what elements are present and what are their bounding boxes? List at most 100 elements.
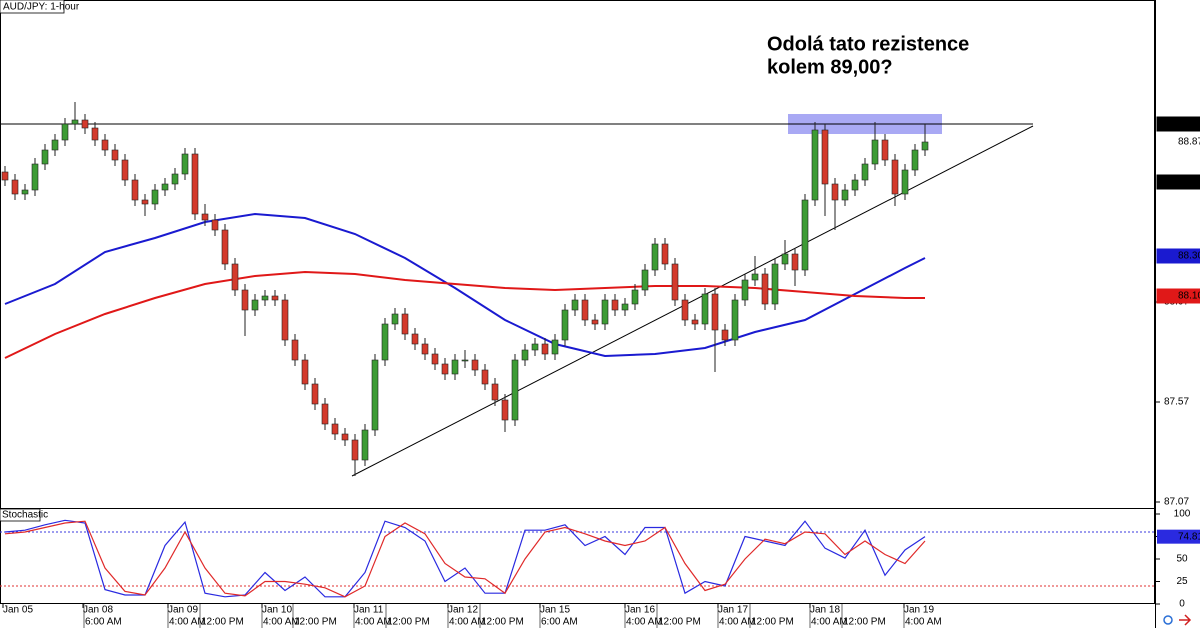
candle-body — [761, 273, 769, 305]
annotation: kolem 89,00? — [767, 56, 893, 78]
candle-body — [511, 359, 519, 421]
candle-body — [811, 129, 819, 201]
x-tick-label: Jan 08 — [83, 605, 113, 616]
price-marker-label: 88.67 — [1178, 177, 1200, 188]
candle-body — [121, 159, 129, 181]
candle-body — [251, 299, 259, 311]
candle-body — [391, 313, 399, 325]
candle-body — [201, 213, 209, 221]
annotation: Odolá tato rezistence — [767, 33, 969, 55]
x-tick-label: 4:00 AM — [905, 617, 942, 628]
link-icon[interactable] — [1163, 615, 1173, 625]
x-tick-label: Jan 18 — [810, 605, 840, 616]
x-tick-label: 4:00 AM — [169, 617, 206, 628]
candle-body — [1, 171, 9, 181]
price-marker-label: 88.30 — [1178, 251, 1200, 262]
candle-body — [31, 163, 39, 191]
title-box — [0, 0, 65, 14]
price-marker-label: 88.96 — [1178, 119, 1200, 130]
price-marker — [1156, 134, 1200, 150]
candle-body — [841, 189, 849, 201]
candle-body — [181, 153, 189, 175]
candle-body — [561, 309, 569, 341]
stoch-y-tick-label: 25 — [1176, 576, 1188, 587]
candle-body — [461, 359, 469, 362]
y-tick-label: 87.57 — [1164, 397, 1189, 408]
x-tick-label: 12:00 PM — [201, 617, 244, 628]
candle-body — [321, 403, 329, 425]
x-tick-label: Jan 11 — [354, 605, 384, 616]
candle-body — [711, 293, 719, 331]
candle-body — [151, 189, 159, 205]
candle-body — [131, 179, 139, 201]
trendline — [351, 125, 1034, 477]
candle-body — [871, 139, 879, 165]
candle-body — [651, 243, 659, 271]
candle-body — [621, 303, 629, 311]
candle-body — [51, 139, 59, 151]
x-tick-label: 4:00 AM — [263, 617, 300, 628]
candle-body — [221, 229, 229, 265]
candle-body — [611, 299, 619, 311]
price-marker — [1156, 116, 1200, 132]
candle-body — [451, 359, 459, 375]
x-tick-label: Jan 05 — [3, 605, 33, 616]
candle-body — [551, 339, 559, 355]
x-tick-label: 4:00 AM — [626, 617, 663, 628]
arrow-icon[interactable] — [1179, 614, 1192, 626]
stoch-marker-label: 74.81 — [1178, 531, 1200, 542]
stoch-line — [4, 520, 926, 598]
candle-body — [341, 433, 349, 441]
x-tick-label: 12:00 PM — [843, 617, 886, 628]
candle-body — [721, 329, 729, 341]
candle-body — [281, 299, 289, 341]
candle-body — [861, 163, 869, 181]
x-tick-label: 12:00 PM — [751, 617, 794, 628]
toolbar-icons — [1163, 614, 1192, 626]
candle-body — [91, 127, 99, 141]
candle-body — [601, 299, 609, 325]
price-marker-label: 88.87 — [1178, 137, 1200, 148]
x-tick-label: 12:00 PM — [481, 617, 524, 628]
candle-body — [331, 423, 339, 435]
candle-body — [81, 119, 89, 129]
candle-body — [161, 183, 169, 191]
candle-body — [231, 263, 239, 291]
candle-body — [141, 199, 149, 205]
candle-body — [481, 369, 489, 385]
x-tick-label: 6:00 AM — [541, 617, 578, 628]
candle-body — [101, 139, 109, 151]
candle-body — [881, 139, 889, 161]
candle-body — [781, 253, 789, 265]
candle-body — [571, 299, 579, 311]
chart-title: AUD/JPY: 1-hour — [3, 2, 80, 13]
candle-body — [171, 173, 179, 185]
candle-body — [671, 263, 679, 301]
candle-body — [441, 363, 449, 375]
candle-body — [71, 119, 79, 125]
candle-body — [471, 359, 479, 371]
candle-body — [791, 253, 799, 271]
candle-body — [421, 343, 429, 355]
x-tick-label: Jan 19 — [904, 605, 934, 616]
x-tick-label: 4:00 AM — [811, 617, 848, 628]
candle-body — [691, 319, 699, 325]
candle-body — [851, 179, 859, 191]
x-tick-label: 12:00 PM — [387, 617, 430, 628]
candle-body — [591, 319, 599, 325]
candle-body — [771, 263, 779, 305]
candle-body — [241, 289, 249, 311]
x-tick-label: 4:00 AM — [355, 617, 392, 628]
candle-body — [291, 339, 299, 361]
stoch-line — [4, 519, 926, 598]
moving-average — [4, 212, 926, 358]
candle-body — [751, 273, 759, 281]
candle-body — [541, 343, 549, 355]
price-marker-label: 88.10 — [1178, 291, 1200, 302]
y-tick-label: 87.07 — [1164, 497, 1189, 508]
stoch-marker — [1157, 529, 1200, 544]
x-tick-label: Jan 15 — [540, 605, 570, 616]
candle-body — [521, 349, 529, 361]
stoch-y-tick-label: 50 — [1176, 554, 1188, 565]
x-tick-label: 12:00 PM — [658, 617, 701, 628]
